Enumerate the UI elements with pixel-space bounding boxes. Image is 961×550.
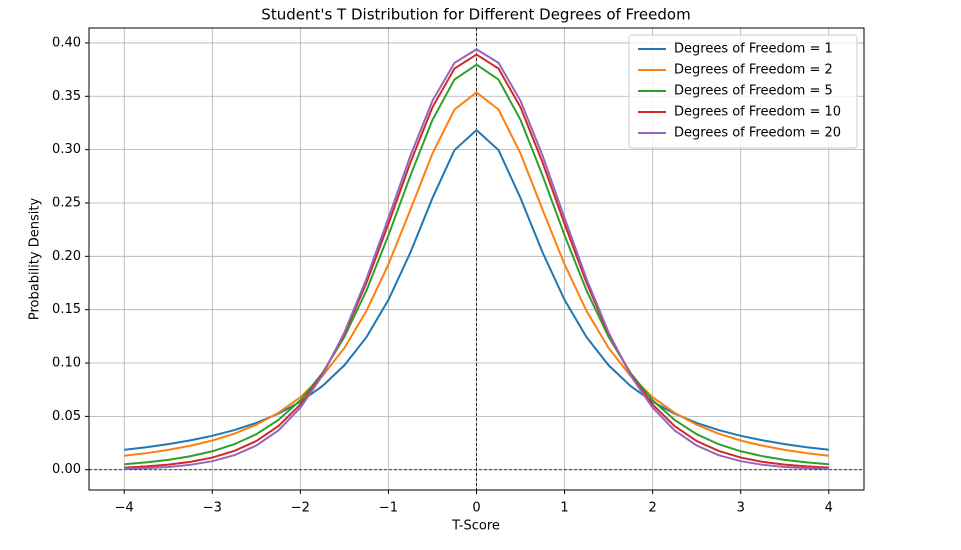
series-line	[124, 128, 829, 451]
y-tick-label: 0.35	[52, 89, 81, 104]
legend-label: Degrees of Freedom = 10	[674, 105, 841, 120]
x-tick-label: −1	[379, 501, 398, 516]
x-tick-label: 3	[737, 501, 745, 516]
y-tick-label: 0.20	[52, 249, 81, 264]
y-tick-label: 0.15	[52, 302, 81, 317]
y-tick-label: 0.25	[52, 195, 81, 210]
x-tick-label: 4	[825, 501, 833, 516]
y-tick-label: 0.05	[52, 409, 81, 424]
legend-label: Degrees of Freedom = 20	[674, 126, 841, 141]
x-axis-label: T-Score	[451, 519, 500, 534]
series-line	[124, 63, 829, 466]
x-tick-label: −4	[115, 501, 134, 516]
x-tick-label: 2	[648, 501, 656, 516]
series-line	[124, 53, 829, 469]
y-tick-label: 0.10	[52, 356, 81, 371]
x-tick-label: 0	[472, 501, 480, 516]
y-axis-label: Probability Density	[28, 198, 43, 321]
y-tick-label: 0.00	[52, 462, 81, 477]
legend-box	[628, 34, 858, 149]
plot-frame	[88, 27, 865, 491]
series-line	[124, 48, 829, 470]
legend: Degrees of Freedom = 1 Degrees of Freedom…	[628, 34, 858, 149]
chart-title: Student's T Distribution for Different D…	[261, 6, 690, 24]
x-tick-label: 1	[560, 501, 568, 516]
x-tick-label: −2	[291, 501, 310, 516]
legend-label: Degrees of Freedom = 2	[674, 63, 833, 78]
y-tick-label: 0.30	[52, 142, 81, 157]
y-tick-label: 0.40	[52, 35, 81, 50]
x-tick-label: −3	[203, 501, 222, 516]
legend-label: Degrees of Freedom = 5	[674, 84, 833, 99]
series-line	[124, 91, 829, 457]
legend-label: Degrees of Freedom = 1	[674, 42, 833, 57]
